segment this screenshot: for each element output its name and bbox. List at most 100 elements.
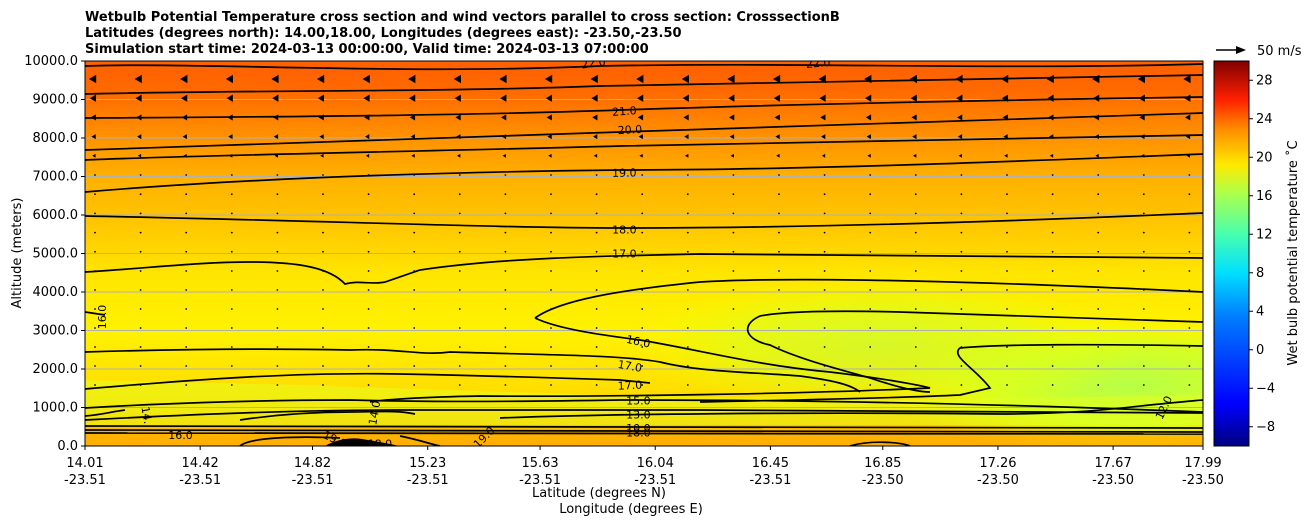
- wind-vector: [504, 346, 507, 348]
- wind-vector: [595, 327, 598, 329]
- wind-vector: [1188, 193, 1191, 196]
- wind-vector: [684, 134, 689, 140]
- x-tick-label-lat: 16.85: [864, 456, 901, 471]
- x-tick-label-lon: -23.51: [292, 473, 334, 488]
- wind-vector: [185, 231, 188, 234]
- wind-vector: [185, 327, 188, 329]
- wind-vector: [367, 270, 370, 272]
- wind-vector: [1188, 231, 1191, 234]
- wind-vector: [1051, 289, 1054, 291]
- wind-vector: [819, 94, 826, 102]
- wind-vector: [869, 212, 872, 215]
- wind-vector: [958, 153, 962, 158]
- wind-vector: [504, 327, 507, 329]
- wind-vector: [1051, 231, 1054, 234]
- wind-vector: [545, 74, 553, 84]
- wind-vector: [869, 231, 872, 234]
- colorbar-tick-label: 0: [1256, 343, 1264, 358]
- wind-vector: [732, 365, 735, 367]
- wind-vector: [1006, 384, 1008, 386]
- wind-vector: [820, 114, 826, 121]
- y-tick-label: 9000.0: [33, 93, 79, 108]
- x-tick-label-lon: -23.51: [634, 473, 676, 488]
- wind-vector: [458, 327, 461, 329]
- wind-vector: [1051, 212, 1054, 215]
- wind-vector: [866, 134, 871, 140]
- wind-vector: [960, 308, 963, 310]
- wind-vector: [230, 289, 233, 291]
- wind-vector: [499, 74, 507, 84]
- wind-vector: [1097, 270, 1100, 272]
- wind-vector: [139, 193, 142, 196]
- colorbar-tick-label: 28: [1256, 73, 1273, 88]
- wind-vector: [1006, 250, 1008, 253]
- wind-vector: [1142, 174, 1145, 176]
- contour-16b: [369, 317, 931, 403]
- wind-vector: [550, 231, 552, 234]
- wind-vector: [367, 289, 370, 291]
- wind-vector: [1006, 193, 1008, 196]
- wind-vector: [913, 153, 917, 158]
- wind-vector: [545, 94, 553, 102]
- wind-vector: [367, 231, 370, 234]
- quiver-key-arrowhead: [1236, 46, 1246, 54]
- wind-vector: [322, 212, 324, 215]
- wind-vector: [276, 250, 279, 253]
- x-tick-label-lat: 17.99: [1184, 456, 1221, 471]
- x-tick-label-lat: 17.67: [1095, 456, 1132, 471]
- wind-vector: [276, 384, 279, 386]
- title-line-2: Latitudes (degrees north): 14.00,18.00, …: [85, 26, 682, 41]
- wind-vector: [1097, 174, 1100, 176]
- wind-vector: [276, 174, 279, 176]
- wind-vector: [180, 74, 188, 84]
- x-tick-label-lon: -23.50: [1182, 473, 1224, 488]
- wind-vector: [728, 94, 735, 102]
- wind-vector: [595, 231, 598, 234]
- contour-label: 16.0: [96, 305, 109, 330]
- wind-vector: [641, 212, 644, 215]
- wind-vector: [867, 153, 871, 158]
- wind-vector: [960, 212, 963, 215]
- wind-vector: [1188, 289, 1191, 291]
- wind-vector: [1051, 346, 1054, 348]
- wind-vector: [956, 94, 963, 102]
- x-tick-label-lat: 16.04: [637, 456, 674, 471]
- wind-vector: [367, 365, 370, 367]
- wind-vector: [1142, 270, 1145, 272]
- contour-17b: [85, 348, 861, 393]
- wind-vector: [1006, 289, 1008, 291]
- wind-vector: [317, 74, 325, 84]
- wind-vector: [504, 212, 507, 215]
- wind-vector: [960, 384, 963, 386]
- y-tick-label: 10000.0: [24, 54, 78, 69]
- wind-vector: [550, 327, 552, 329]
- wind-vector: [413, 365, 416, 367]
- wind-vector: [362, 74, 370, 84]
- wind-vector: [367, 327, 370, 329]
- wind-vector: [823, 174, 826, 176]
- wind-vector: [593, 134, 598, 140]
- wind-vector: [1097, 384, 1100, 386]
- x-tick-label-lat: 16.45: [752, 456, 789, 471]
- wind-vector: [778, 250, 780, 253]
- wind-vector: [413, 250, 416, 253]
- wind-vector: [732, 346, 735, 348]
- wind-vector: [230, 365, 233, 367]
- wind-vector: [365, 153, 370, 158]
- wind-vector: [911, 114, 917, 121]
- wind-vector: [914, 327, 917, 329]
- wind-vector: [732, 212, 735, 215]
- wind-vector: [686, 384, 689, 386]
- wind-vector: [823, 308, 826, 310]
- wind-vector: [230, 250, 233, 253]
- wind-vector: [1142, 327, 1145, 329]
- wind-vector: [869, 289, 872, 291]
- wind-vector: [1097, 308, 1100, 310]
- wind-vector: [139, 346, 142, 348]
- wind-vector: [641, 193, 644, 196]
- wind-vector: [1051, 327, 1054, 329]
- wind-vector: [639, 153, 643, 158]
- wind-vector: [273, 134, 279, 140]
- contour-17: [85, 253, 1203, 285]
- wind-vector: [1188, 365, 1191, 367]
